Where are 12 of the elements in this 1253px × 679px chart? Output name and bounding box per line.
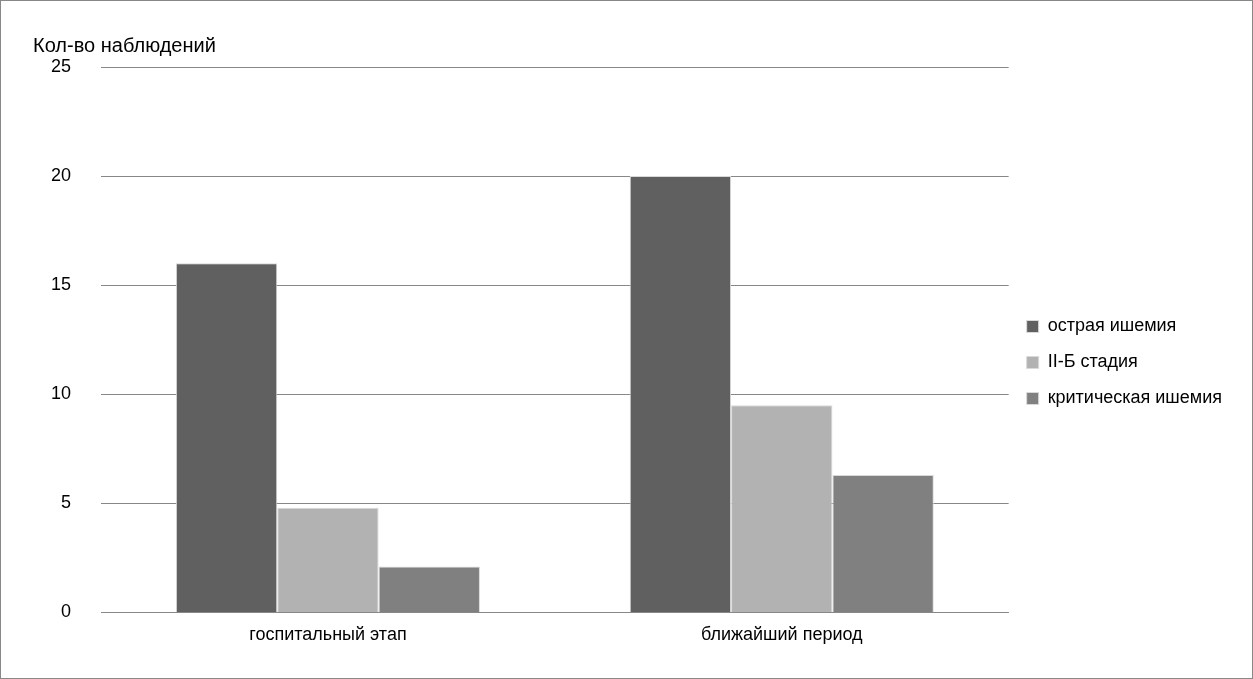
- y-tick-label: 15: [50, 274, 72, 295]
- legend-label: острая ишемия: [1047, 315, 1177, 336]
- legend-label: критическая ишемия: [1047, 387, 1222, 408]
- y-tick-label: 10: [50, 383, 72, 404]
- y-axis-title: Кол-во наблюдений: [33, 33, 216, 56]
- legend-label: II-Б стадия: [1047, 351, 1138, 372]
- y-tick-label: 0: [61, 601, 72, 622]
- x-tick-label: ближайший период: [700, 624, 864, 645]
- x-tick-label: госпитальный этап: [249, 624, 407, 645]
- y-tick-label: 25: [50, 55, 72, 76]
- y-tick-label: 20: [50, 165, 72, 186]
- y-tick-label: 5: [61, 492, 72, 513]
